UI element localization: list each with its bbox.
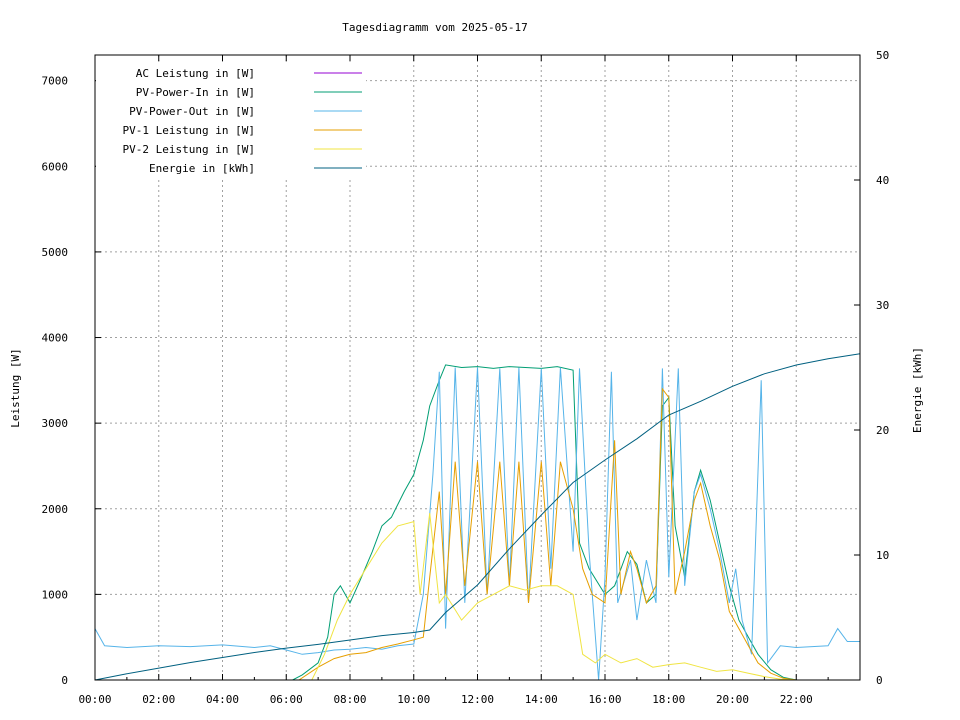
axis-ticks: 00:00 02:00 04:00 06:00 08:00 10:00 12:00 14:00… [42, 49, 890, 706]
y-tick-label: 7000 [42, 75, 69, 88]
x-tick-label: 04:00 [206, 693, 239, 706]
legend-label: Energie in [kWh] [149, 162, 255, 175]
x-tick-label: 14:00 [525, 693, 558, 706]
series-line-4 [95, 387, 860, 681]
legend-label: PV-Power-In in [W] [136, 86, 255, 99]
legend-label: PV-Power-Out in [W] [129, 105, 255, 118]
y-tick-label: 3000 [42, 417, 69, 430]
legend-label: PV-2 Leistung in [W] [123, 143, 255, 156]
y-axis-label: Leistung [W] [9, 348, 22, 427]
y2-tick-label: 50 [876, 49, 889, 62]
x-tick-label: 20:00 [716, 693, 749, 706]
y-tick-label: 0 [61, 674, 68, 687]
y-tick-label: 1000 [42, 588, 69, 601]
y-tick-label: 2000 [42, 503, 69, 516]
x-tick-label: 18:00 [652, 693, 685, 706]
y2-tick-label: 40 [876, 174, 889, 187]
legend-label: AC Leistung in [W] [136, 67, 255, 80]
x-tick-label: 22:00 [780, 693, 813, 706]
y2-tick-label: 20 [876, 424, 889, 437]
series-line-6 [94, 353, 861, 681]
x-tick-label: 02:00 [142, 693, 175, 706]
y-tick-label: 6000 [42, 160, 69, 173]
legend: AC Leistung in [W] PV-Power-In in [W] PV-P… [96, 62, 366, 178]
series-line-3 [94, 367, 860, 681]
y-tick-label: 5000 [42, 246, 69, 259]
x-tick-label: 16:00 [588, 693, 621, 706]
y2-tick-label: 0 [876, 674, 883, 687]
y2-tick-label: 10 [876, 549, 889, 562]
series-line-2 [95, 364, 860, 681]
x-tick-label: 10:00 [397, 693, 430, 706]
legend-box [96, 62, 366, 178]
chart-title: Tagesdiagramm vom 2025-05-17 [342, 21, 527, 34]
plot-lines [94, 353, 861, 681]
series-line-5 [95, 512, 860, 681]
y2-axis-label: Energie [kWh] [911, 347, 924, 433]
x-tick-label: 08:00 [333, 693, 366, 706]
legend-label: PV-1 Leistung in [W] [123, 124, 255, 137]
x-tick-label: 00:00 [78, 693, 111, 706]
x-tick-label: 06:00 [270, 693, 303, 706]
x-tick-label: 12:00 [461, 693, 494, 706]
y-tick-label: 4000 [42, 332, 69, 345]
y2-tick-label: 30 [876, 299, 889, 312]
